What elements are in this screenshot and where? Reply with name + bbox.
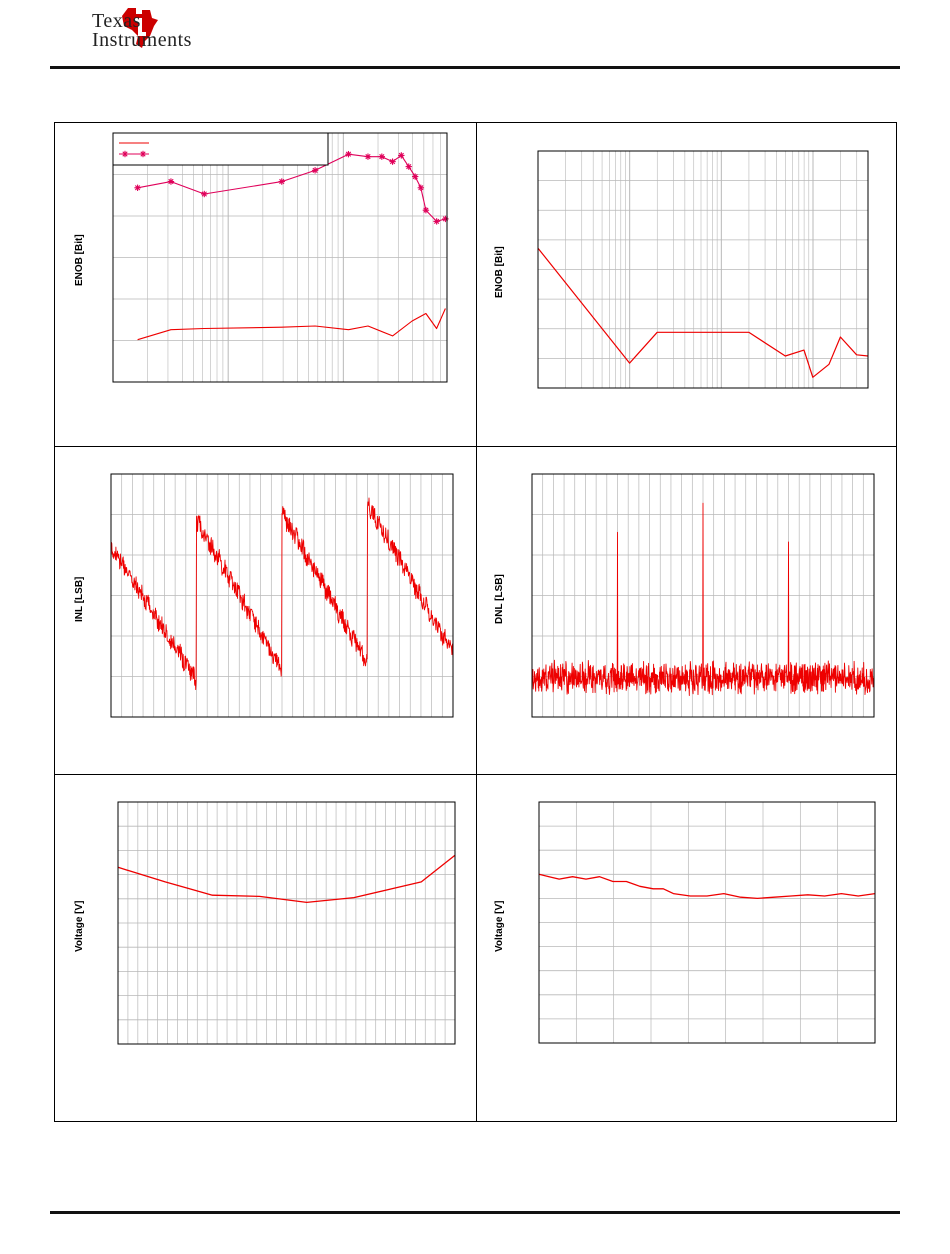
- footer-rule: [50, 1211, 900, 1214]
- plot-frame: [117, 801, 456, 1045]
- chart5-ylabel: Voltage [V]: [74, 900, 85, 952]
- data-point-marker: [389, 158, 396, 165]
- data-point-marker: [278, 178, 285, 185]
- series-line: [117, 854, 456, 904]
- plot-frame: [531, 473, 875, 718]
- series-line: [538, 873, 876, 900]
- data-point-marker: [139, 150, 147, 158]
- data-point-marker: [422, 206, 430, 214]
- plot-frame: [538, 801, 876, 1044]
- series-line-2: [137, 153, 446, 222]
- plot-frame: [110, 473, 454, 718]
- chart6-ylabel: Voltage [V]: [494, 900, 505, 952]
- header-rule: [50, 66, 900, 69]
- logo-text-line1: Texas: [92, 10, 141, 32]
- chart2-ylabel: ENOB [Bit]: [494, 246, 505, 298]
- chart3-ylabel: INL [LSB]: [74, 576, 85, 622]
- chart1-enob-vs-frequency: [112, 132, 449, 383]
- chart2-enob-vs-frequency: [537, 150, 869, 389]
- dnl-trace: [531, 502, 875, 696]
- data-point-marker: [121, 150, 129, 158]
- data-point-marker: [417, 184, 425, 191]
- data-point-marker: [134, 184, 141, 191]
- data-point-marker: [411, 173, 419, 180]
- data-point-marker: [398, 152, 405, 159]
- chart3-inl-vs-code: [110, 473, 454, 718]
- chart6-voltage-vs-x: [538, 801, 876, 1044]
- grid-divider-row1: [55, 446, 896, 447]
- chart4-dnl-vs-code: [531, 473, 875, 718]
- data-point-marker: [167, 178, 175, 185]
- logo-text-line2: Instruments: [92, 29, 192, 51]
- series-line: [537, 247, 869, 378]
- data-point-marker: [201, 190, 208, 198]
- inl-trace: [110, 497, 454, 691]
- data-point-marker: [364, 153, 372, 160]
- data-point-marker: [345, 150, 352, 158]
- logo-emblem-mark: [134, 18, 146, 36]
- data-point-marker: [433, 218, 440, 225]
- grid-divider-row2: [55, 774, 896, 775]
- chart1-ylabel: ENOB [Bit]: [74, 234, 85, 286]
- data-point-marker: [405, 163, 412, 170]
- chart5-voltage-vs-x: [117, 801, 456, 1045]
- plot-frame: [537, 150, 869, 389]
- grid-divider-vertical: [476, 123, 477, 1121]
- texas-instruments-logo: [122, 8, 158, 48]
- plot-frame: [112, 132, 448, 383]
- chart4-ylabel: DNL [LSB]: [494, 574, 505, 624]
- figure-grid: [54, 122, 897, 1122]
- data-point-marker: [311, 167, 319, 174]
- series-line-1: [137, 308, 446, 341]
- data-point-marker: [378, 153, 386, 160]
- legend-box: [112, 132, 329, 166]
